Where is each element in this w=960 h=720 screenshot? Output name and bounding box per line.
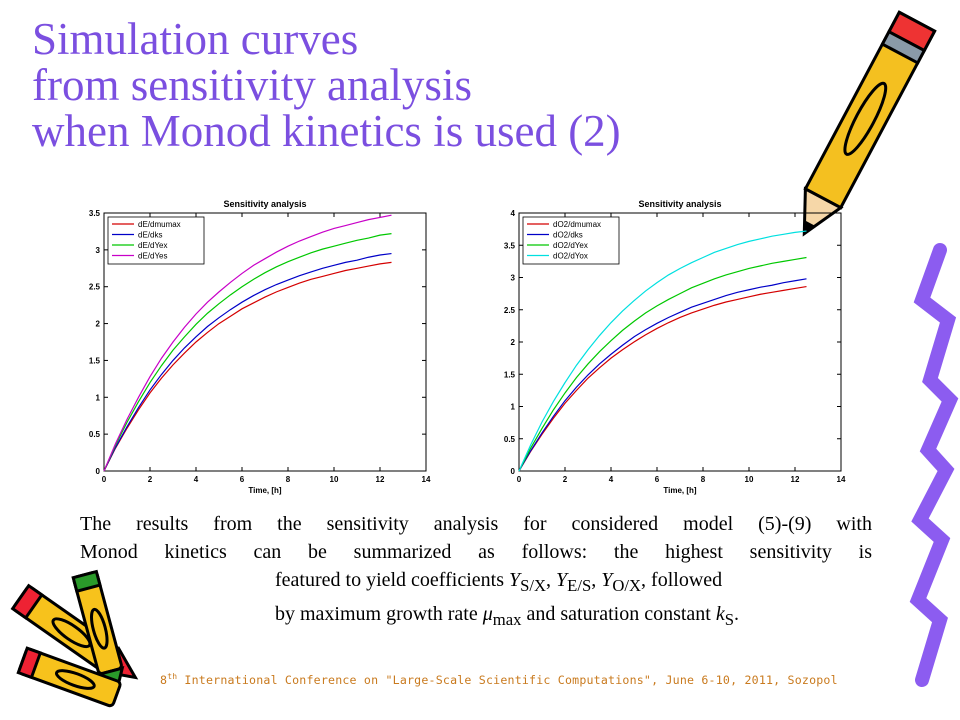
y-tick-label: 1 [96,393,101,402]
legend-label: dE/dmumax [138,220,181,229]
crayon-icon [10,569,139,708]
x-tick-label: 14 [837,475,846,484]
legend-box [107,216,205,265]
yield-subscript: O/X [612,576,642,595]
footer-text: International Conference on "Large-Scale… [177,672,838,687]
y-tick-label: 4 [511,209,516,218]
summary-line-4: by maximum growth rate μmax and saturati… [80,600,872,634]
x-axis-label: Time, [h] [663,486,697,495]
y-tick-label: 1.5 [504,370,516,379]
k-symbol: k [715,603,725,625]
x-tick-label: 0 [102,475,107,484]
y-tick-label: 0.5 [504,435,516,444]
series-line [103,233,392,472]
title-line-2: from sensitivity analysis [32,60,472,110]
y-tick-label: 1.5 [89,356,101,365]
pencil-icon [802,10,959,687]
y-tick-label: 1 [511,403,516,412]
series-line [518,278,807,472]
separator: , [546,569,557,591]
legend-label: dE/dYes [138,252,168,261]
chart-title: Sensitivity analysis [223,199,306,209]
y-tick-label: 0.5 [89,430,101,439]
mu-symbol: μ [482,603,493,625]
summary-text-segment: , followed [641,569,723,591]
x-tick-label: 2 [563,475,568,484]
sensitivity-chart-o2: Sensitivity analysis 0 2 4 6 8 10 12 14 0 0.5 1 1.5 2… [504,199,846,495]
series-line [103,252,392,472]
footer-superscript: th [167,672,178,681]
legend-label: dO2/dYex [553,241,588,250]
summary-text-segment: and saturation constant [521,603,716,625]
summary-text-segment: by maximum growth rate [275,603,483,625]
legend-label: dO2/dmumax [553,220,601,229]
summary-line-2: Monod kinetics can be summarized as foll… [80,541,872,563]
yield-symbol: Y [556,569,568,591]
mu-subscript: max [492,610,522,629]
k-subscript: S [724,610,735,629]
footer-number: 8 [160,672,168,687]
chart-2: Sensitivity analysis 0 2 4 6 8 10 12 14 0 0.5 1 1.5 2… [485,195,855,500]
y-tick-label: 2.5 [89,283,101,292]
y-tick-label: 3.5 [504,241,516,250]
x-tick-label: 8 [286,475,291,484]
yield-subscript: E/S [567,576,592,595]
y-tick-label: 0 [96,467,101,476]
x-tick-label: 14 [422,475,431,484]
legend-label: dO2/dks [553,231,583,240]
y-tick-label: 2 [96,320,101,329]
x-tick-label: 6 [655,475,660,484]
x-axis-label: Time, [h] [248,486,282,495]
conference-footer: 8th International Conference on "Large-S… [160,672,920,687]
sensitivity-chart-e: Sensitivity analysis 0 2 4 6 8 10 12 14 0 0.5 1 1.5 2… [89,199,431,495]
summary-text-segment: . [734,603,740,625]
y-tick-label: 2.5 [504,306,516,315]
plot-frame [103,212,427,472]
slide-title: Simulation curves from sensitivity analy… [32,16,792,154]
series-line [518,256,807,472]
legend-label: dE/dYex [138,241,168,250]
yield-subscript: S/X [520,576,547,595]
y-tick-label: 3 [511,274,516,283]
separator: , [591,569,602,591]
summary-line-3: featured to yield coefficients YS/X, YE/… [80,566,872,600]
x-tick-label: 12 [376,475,385,484]
y-tick-label: 3.5 [89,209,101,218]
yield-symbol: Y [601,569,613,591]
chart-title: Sensitivity analysis [638,199,721,209]
legend-box [522,216,620,265]
series-line [103,214,392,472]
series-line [518,285,807,472]
legend-label: dO2/dYox [553,252,588,261]
summary-text-segment: featured to yield coefficients [275,569,509,591]
x-tick-label: 2 [148,475,153,484]
x-tick-label: 6 [240,475,245,484]
title-line-1: Simulation curves [32,14,359,64]
title-line-3: when Monod kinetics is used (2) [32,106,621,156]
yield-symbol: Y [508,569,521,591]
x-tick-label: 10 [745,475,754,484]
summary-text: The results from the sensitivity analysi… [80,510,872,634]
x-tick-label: 12 [791,475,800,484]
chart-1: Sensitivity analysis 0 2 4 6 8 10 12 14 0 0.5 1 1.5 2… [70,195,440,500]
x-tick-label: 4 [609,475,614,484]
series-line [103,261,392,472]
summary-line-1: The results from the sensitivity analysi… [80,513,872,535]
y-tick-label: 0 [511,467,516,476]
x-tick-label: 0 [517,475,522,484]
x-tick-label: 8 [701,475,706,484]
x-tick-label: 10 [330,475,339,484]
y-tick-label: 3 [96,246,101,255]
legend-label: dE/dks [138,231,162,240]
y-tick-label: 2 [511,338,516,347]
series-line [518,230,807,472]
x-tick-label: 4 [194,475,199,484]
